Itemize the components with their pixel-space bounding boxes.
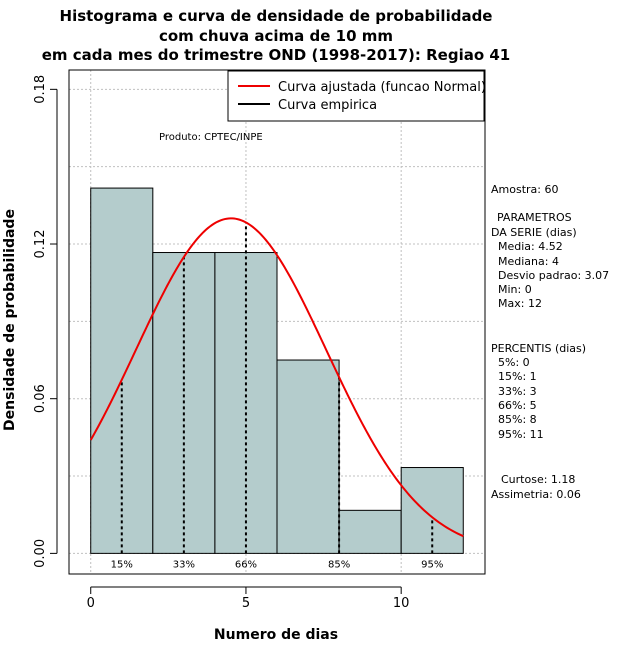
params-title-2: DA SERIE (dias) [491, 226, 577, 239]
chart-title-line-3: em cada mes do trimestre OND (1998-2017)… [42, 46, 511, 64]
histogram-bars [90, 187, 464, 554]
percentil-item: 33%: 3 [498, 385, 537, 398]
stats-panel: Amostra: 60 PARAMETROS DA SERIE (dias) M… [491, 183, 609, 501]
x-tick-label: 10 [393, 596, 410, 611]
kurtosis: Curtose: 1.18 [501, 473, 575, 486]
chart-title-line-2: com chuva acima de 10 mm [159, 27, 393, 45]
percentil-item: 15%: 1 [498, 370, 537, 383]
y-axis-title: Densidade de probabilidade [2, 209, 18, 431]
x-axis: 0 5 10 [87, 586, 410, 611]
sample-size: Amostra: 60 [491, 183, 558, 196]
y-axis: 0.00 0.06 0.12 0.18 [33, 75, 58, 568]
product-annotation: Produto: CPTEC/INPE [159, 132, 263, 143]
y-tick-label: 0.12 [33, 230, 48, 259]
percentil-item: 5%: 0 [498, 356, 530, 369]
normal-fit-curve [89, 217, 464, 538]
y-tick-label: 0.18 [33, 75, 48, 104]
params-title-1: PARAMETROS [497, 211, 572, 224]
param-item: Mediana: 4 [498, 255, 559, 268]
chart-title-line-1: Histograma e curva de densidade de proba… [60, 7, 493, 25]
histogram-bar [276, 359, 340, 554]
x-tick-label: 5 [242, 596, 250, 611]
x-tick-label: 0 [87, 596, 95, 611]
percentile-label: 15% [111, 559, 133, 570]
percentile-label: 33% [173, 559, 195, 570]
param-item: Min: 0 [498, 283, 532, 296]
plot-frame [68, 69, 486, 575]
param-item: Desvio padrao: 3.07 [498, 269, 609, 282]
percentile-label: 66% [235, 559, 257, 570]
percentile-label: 85% [328, 559, 350, 570]
legend-box [227, 70, 485, 122]
percentile-label: 95% [421, 559, 443, 570]
param-item: Max: 12 [498, 297, 542, 310]
percentis-title: PERCENTIS (dias) [491, 342, 586, 355]
percentil-item: 85%: 8 [498, 413, 537, 426]
skewness: Assimetria: 0.06 [491, 488, 581, 501]
y-tick-label: 0.06 [33, 384, 48, 413]
legend-label-empirical: Curva empirica [278, 98, 377, 113]
histogram-bar [338, 509, 402, 554]
y-tick-label: 0.00 [33, 539, 48, 568]
x-axis-title: Numero de dias [214, 627, 338, 643]
percentil-item: 95%: 11 [498, 428, 544, 441]
percentil-item: 66%: 5 [498, 399, 537, 412]
percentile-lines: 15% 33% 66% 85% 95% [111, 222, 443, 570]
legend: Curva ajustada (funcao Normal) Curva emp… [227, 70, 486, 122]
param-item: Media: 4.52 [498, 240, 563, 253]
legend-label-fit: Curva ajustada (funcao Normal) [278, 80, 486, 95]
